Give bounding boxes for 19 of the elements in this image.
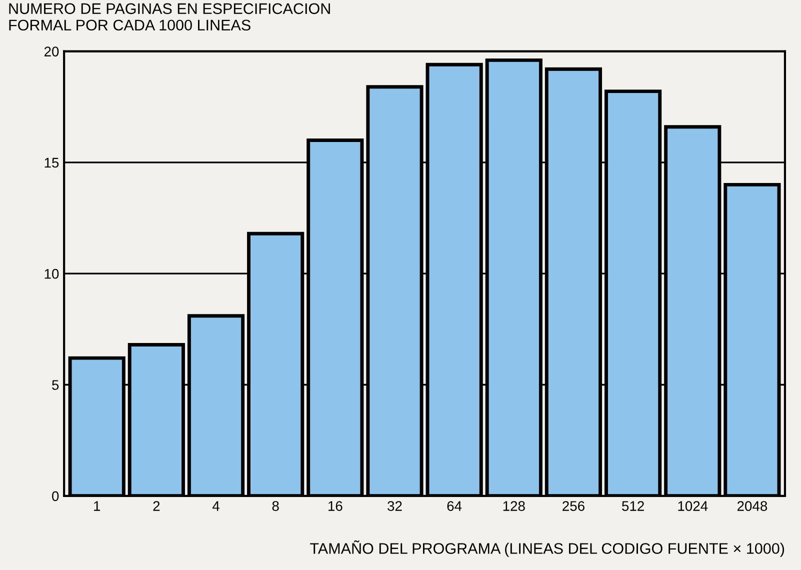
x-tick-label: 32 [388,501,402,511]
x-tick-label: 2048 [737,501,768,511]
x-tick-label: 256 [562,501,584,511]
x-tick-label: 16 [328,501,342,511]
y-axis-title: NUMERO DE PAGINAS EN ESPECIFICACION FORMAL POR CADA 1000 LINEAS [9,3,330,31]
x-tick-label: 1 [94,501,100,511]
y-tick-label: 10 [44,268,59,279]
x-tick-label: 512 [622,501,644,511]
y-tick-label: 5 [52,380,59,390]
x-tick-label: 1024 [678,501,708,511]
y-tick-label: 20 [44,46,59,56]
x-tick-label: 8 [272,501,279,511]
x-tick-label: 2 [153,501,160,511]
y-tick-label: 0 [52,491,59,502]
y-tick-label: 15 [44,158,59,168]
x-tick-label: 128 [503,501,525,511]
x-tick-label: 64 [447,501,462,511]
x-axis-title: TAMAÑO DEL PROGRAMA (LINEAS DEL CODIGO FUENTE × 1000) [310,540,784,557]
x-tick-label: 4 [212,501,220,511]
